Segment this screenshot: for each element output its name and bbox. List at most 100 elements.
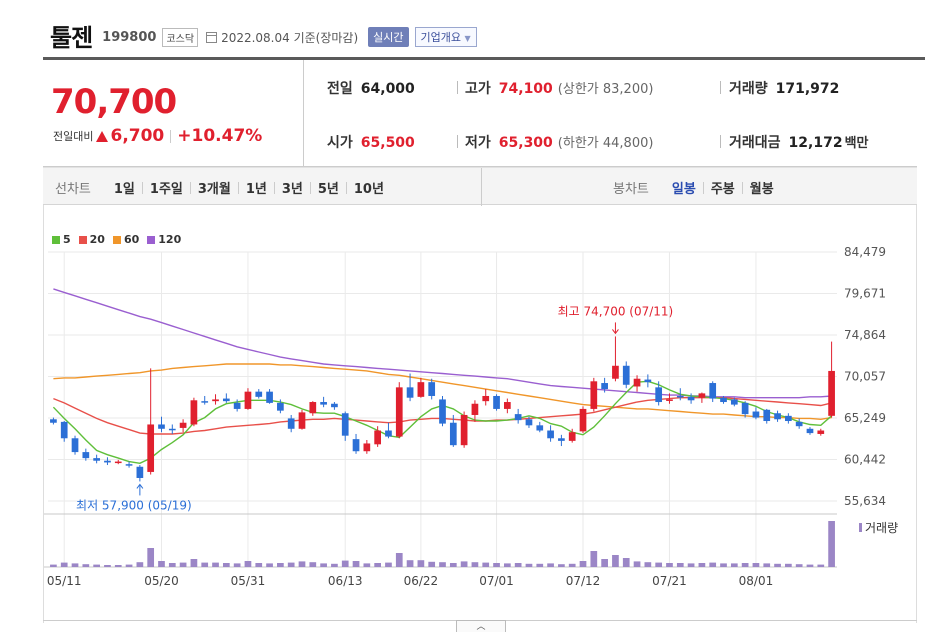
collapse-button[interactable]: ︿ — [456, 620, 506, 632]
candle-body — [741, 402, 749, 415]
volume-bar — [331, 563, 338, 567]
candle-body — [709, 383, 717, 399]
y-tick-label: 79,671 — [844, 287, 886, 301]
stock-chart: 5 20 60 120 84,479 79,671 74,864 70,057 65,2… — [43, 205, 917, 623]
volume-bar — [633, 561, 641, 567]
volume-bar — [817, 564, 825, 567]
volume-bar — [255, 563, 263, 567]
volume-legend-swatch — [859, 523, 862, 532]
legend-ma5: 5 — [52, 233, 71, 246]
volume-bar — [104, 565, 111, 567]
volume-bar — [277, 563, 284, 567]
candle-body — [114, 461, 122, 464]
period-10y[interactable]: 10년 — [353, 182, 384, 197]
market-badge: 코스닥 — [162, 27, 199, 47]
x-tick-label: 07/12 — [566, 574, 601, 588]
realtime-button[interactable]: 실시간 — [368, 27, 409, 47]
change-percent: +10.47% — [177, 126, 263, 146]
candle-body — [547, 430, 554, 439]
prev-close: 전일 64,000 — [327, 78, 415, 98]
volume-bar — [71, 563, 79, 567]
volume-bar — [590, 551, 598, 567]
volume-bar — [266, 563, 273, 567]
period-1y[interactable]: 1년 — [245, 182, 267, 197]
volume-bar — [439, 562, 446, 567]
period-1w[interactable]: 1주일 — [149, 182, 183, 197]
chart-canvas[interactable]: 84,479 79,671 74,864 70,057 65,249 60,442 55,6… — [44, 205, 918, 623]
volume-bar — [114, 565, 122, 567]
divider — [457, 135, 458, 148]
volume-bar — [136, 562, 144, 567]
candle-body — [168, 428, 176, 431]
candle-weekly[interactable]: 주봉 — [710, 182, 735, 197]
stock-header: 툴젠 199800 코스닥 2022.08.04 기준(장마감) 실시간 기업개… — [50, 18, 477, 52]
volume-bar — [168, 563, 176, 567]
candle-monthly[interactable]: 월봉 — [749, 182, 774, 197]
volume-bar — [547, 563, 554, 567]
candle-body — [482, 395, 490, 402]
volume-bar — [806, 564, 814, 567]
volume-bar — [741, 563, 749, 567]
candle-body — [406, 387, 414, 398]
corp-info-dropdown[interactable]: 기업개요 ▼ — [414, 27, 477, 47]
volume-bar — [244, 561, 252, 567]
volume-bar — [287, 562, 295, 567]
volume-bar — [60, 562, 68, 567]
period-3m[interactable]: 3개월 — [197, 182, 231, 197]
volume-bar — [493, 563, 500, 567]
candle-body — [374, 430, 382, 445]
high-annotation: 최고 74,700 (07/11) — [558, 304, 674, 318]
divider — [702, 181, 704, 194]
divider — [273, 181, 275, 194]
candle-body — [428, 382, 436, 396]
candle-daily[interactable]: 일봉 — [671, 182, 696, 197]
high-price: 고가 74,100 (상한가 83,200) — [465, 78, 653, 98]
candle-body — [331, 403, 338, 408]
volume-bar — [655, 562, 663, 567]
change-amount: 6,700 — [110, 126, 165, 146]
volume-bar — [666, 563, 673, 567]
candle-body — [676, 395, 684, 398]
candle-body — [147, 424, 155, 472]
candle-body — [287, 418, 295, 429]
volume-bar — [471, 562, 479, 567]
divider — [345, 181, 347, 194]
volume-bar — [795, 564, 803, 567]
volume-bar — [622, 558, 630, 567]
candle-body — [82, 452, 90, 459]
period-5y[interactable]: 5년 — [317, 182, 339, 197]
current-price: 70,700 — [51, 82, 177, 122]
candle-body — [222, 398, 230, 402]
volume-bar — [579, 561, 587, 567]
y-tick-label: 74,864 — [844, 328, 886, 342]
candle-body — [104, 460, 111, 463]
candle-body — [828, 370, 835, 416]
line-chart-title: 선차트 — [55, 182, 91, 197]
candle-body — [266, 391, 273, 403]
legend-ma20-label: 20 — [89, 233, 105, 246]
open-price: 시가 65,500 — [327, 132, 415, 152]
volume-bar — [785, 563, 792, 567]
candle-body — [60, 421, 68, 439]
y-tick-label: 60,442 — [844, 453, 886, 467]
period-3y[interactable]: 3년 — [281, 182, 303, 197]
high-label: 고가 — [465, 81, 491, 97]
x-tick-label: 05/31 — [231, 574, 266, 588]
ma60-swatch — [112, 235, 121, 244]
ma5-swatch — [52, 235, 60, 244]
up-triangle-icon — [96, 130, 109, 142]
candle-body — [255, 391, 263, 397]
candle-body — [655, 387, 663, 403]
line-chart-periods: 선차트 1일 1주일 3개월 1년 3년 5년 10년 — [55, 178, 391, 197]
price-change: 전일대비 6,700 +10.47% — [53, 126, 262, 146]
candle-body — [601, 383, 608, 390]
volume-bar — [50, 564, 57, 567]
change-label: 전일대비 — [53, 130, 94, 143]
volume-bar — [601, 559, 608, 567]
top-divider — [43, 57, 925, 60]
volume-bar — [676, 563, 684, 567]
divider — [303, 60, 304, 167]
period-1d[interactable]: 1일 — [113, 182, 135, 197]
candle-body — [417, 382, 425, 397]
candle-body — [644, 379, 652, 383]
